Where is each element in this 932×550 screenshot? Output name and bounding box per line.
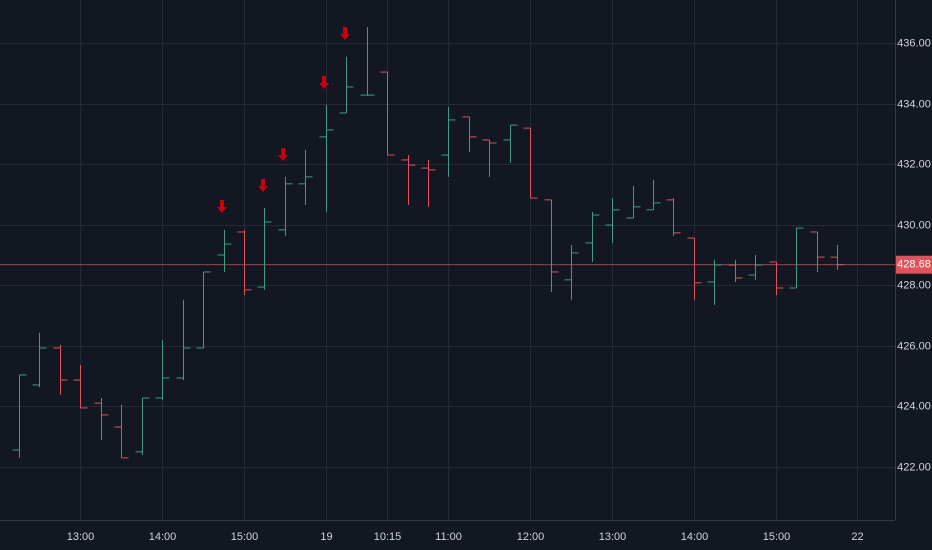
y-tick-label: 430.00 xyxy=(897,219,931,231)
x-tick-label: 14:00 xyxy=(149,531,177,543)
last-price-label: 428.68 xyxy=(897,259,931,271)
x-tick-label: 14:00 xyxy=(681,531,709,543)
x-tick-label: 15:00 xyxy=(231,531,259,543)
y-tick-label: 428.00 xyxy=(897,279,931,291)
x-tick-label: 15:00 xyxy=(763,531,791,543)
signal-arrows xyxy=(217,27,350,213)
x-tick-label: 13:00 xyxy=(599,531,627,543)
last-price-box xyxy=(896,255,932,274)
y-tick-label: 434.00 xyxy=(897,98,931,110)
x-tick-label: 13:00 xyxy=(67,531,95,543)
arrow xyxy=(258,179,268,192)
y-tick-label: 422.00 xyxy=(897,461,931,473)
x-tick-label: 12:00 xyxy=(517,531,545,543)
x-tick-label: 10:15 xyxy=(374,531,402,543)
x-tick-label: 11:00 xyxy=(435,531,462,543)
x-tick-label: 22 xyxy=(851,531,863,543)
y-tick-label: 424.00 xyxy=(897,400,931,412)
arrow xyxy=(340,27,350,40)
axes: 422.00 424.00 426.00 428.00 430.00 432.00 434.… xyxy=(67,37,932,543)
y-tick-label: 426.00 xyxy=(897,340,931,352)
y-tick-label: 436.00 xyxy=(897,37,931,49)
arrow xyxy=(217,200,227,213)
y-tick-label: 432.00 xyxy=(897,158,931,170)
bars xyxy=(12,26,845,459)
x-tick-label: 19 xyxy=(320,531,332,543)
arrow xyxy=(319,76,329,89)
arrow xyxy=(278,148,288,161)
